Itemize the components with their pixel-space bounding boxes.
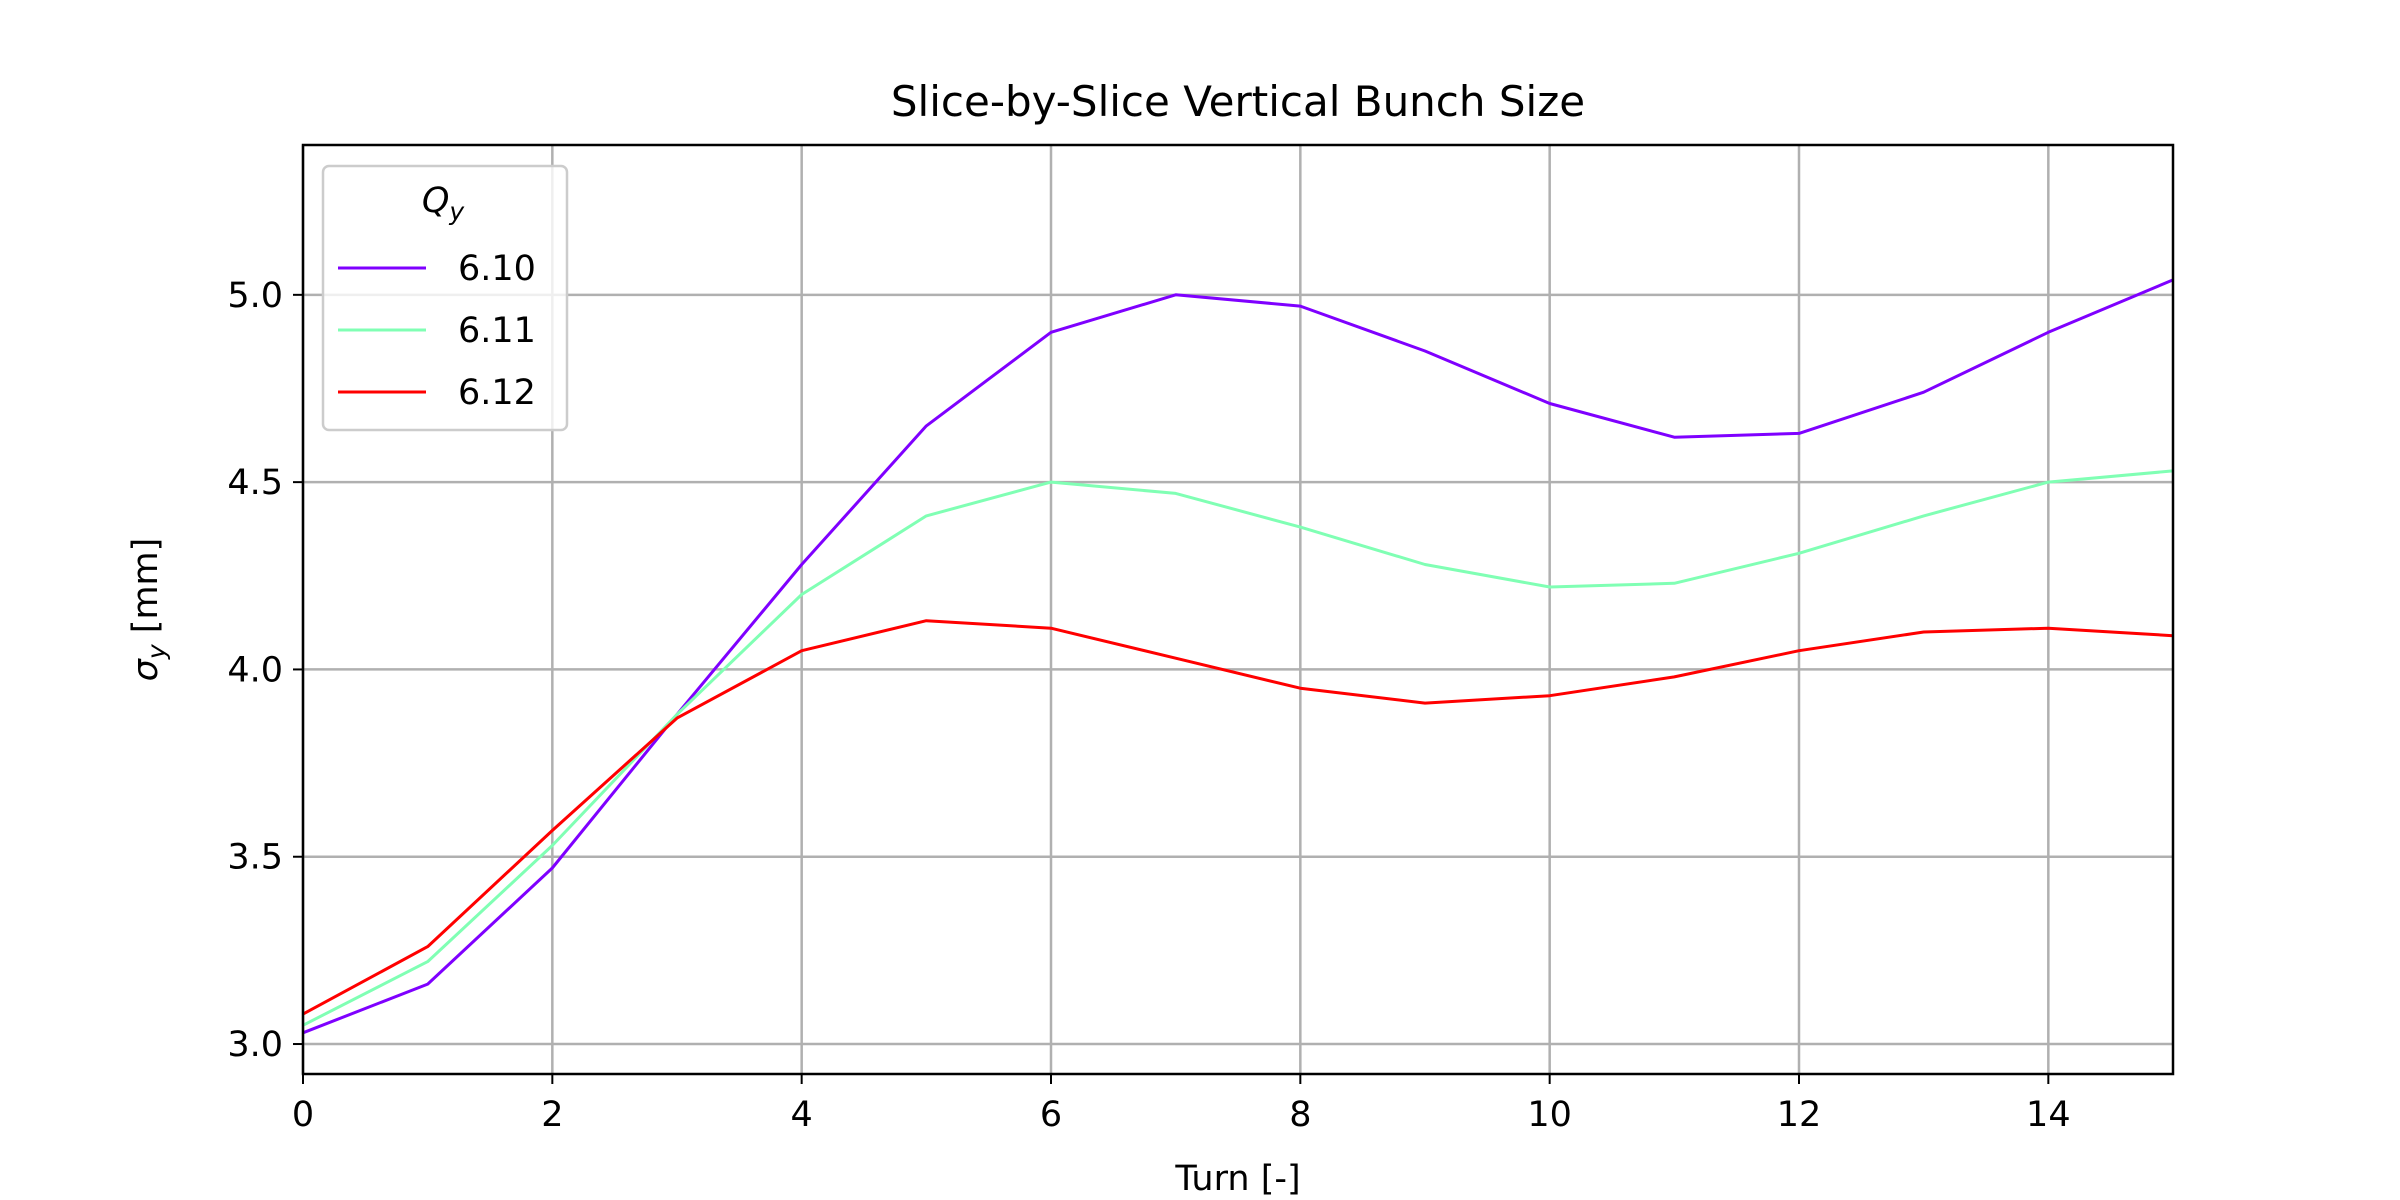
x-tick-label: 14: [2026, 1095, 2071, 1135]
x-axis-title: Turn [-]: [1174, 1159, 1300, 1199]
x-tick-label: 8: [1289, 1095, 1311, 1135]
y-tick-label: 3.5: [227, 838, 283, 878]
x-tick-label: 12: [1777, 1095, 1822, 1135]
series-line-6.10: [302, 278, 2174, 1035]
legend-label-6.12: 6.12: [458, 373, 536, 413]
series-line-6.12: [302, 619, 2174, 1016]
legend-entries: 6.10 6.11 6.12: [338, 249, 536, 413]
y-tick-label: 3.0: [227, 1025, 283, 1065]
series-lines: [302, 278, 2174, 1035]
legend-box: [321, 164, 569, 432]
y-axis-symbol: σ: [126, 657, 166, 681]
legend-title: Qy: [422, 181, 466, 226]
plot-frame: [301, 143, 2175, 1076]
legend: Qy 6.10 6.11 6.12: [321, 164, 569, 432]
y-tick-label: 4.0: [227, 650, 283, 690]
legend-label-6.11: 6.11: [458, 311, 536, 351]
y-axis-unit: [mm]: [126, 538, 166, 645]
axis-ticks: 0 2 4 6 8 10 12 14 3.0 3.5 4.0 4.5 5.0: [227, 276, 2070, 1135]
grid-lines: [301, 145, 2173, 1074]
x-tick-label: 6: [1040, 1095, 1062, 1135]
x-tick-label: 0: [292, 1095, 314, 1135]
series-line-6.11: [302, 469, 2174, 1027]
y-axis-subscript: y: [142, 643, 171, 660]
x-tick-label: 10: [1527, 1095, 1572, 1135]
legend-title-symbol: Q: [422, 181, 450, 221]
legend-title-subscript: y: [448, 197, 465, 226]
x-tick-label: 4: [791, 1095, 813, 1135]
y-axis-title: σy [mm]: [126, 538, 171, 682]
chart-title: Slice-by-Slice Vertical Bunch Size: [891, 77, 1585, 126]
y-tick-label: 5.0: [227, 276, 283, 316]
y-tick-label: 4.5: [227, 463, 283, 503]
x-tick-label: 2: [541, 1095, 563, 1135]
legend-label-6.10: 6.10: [458, 249, 536, 289]
